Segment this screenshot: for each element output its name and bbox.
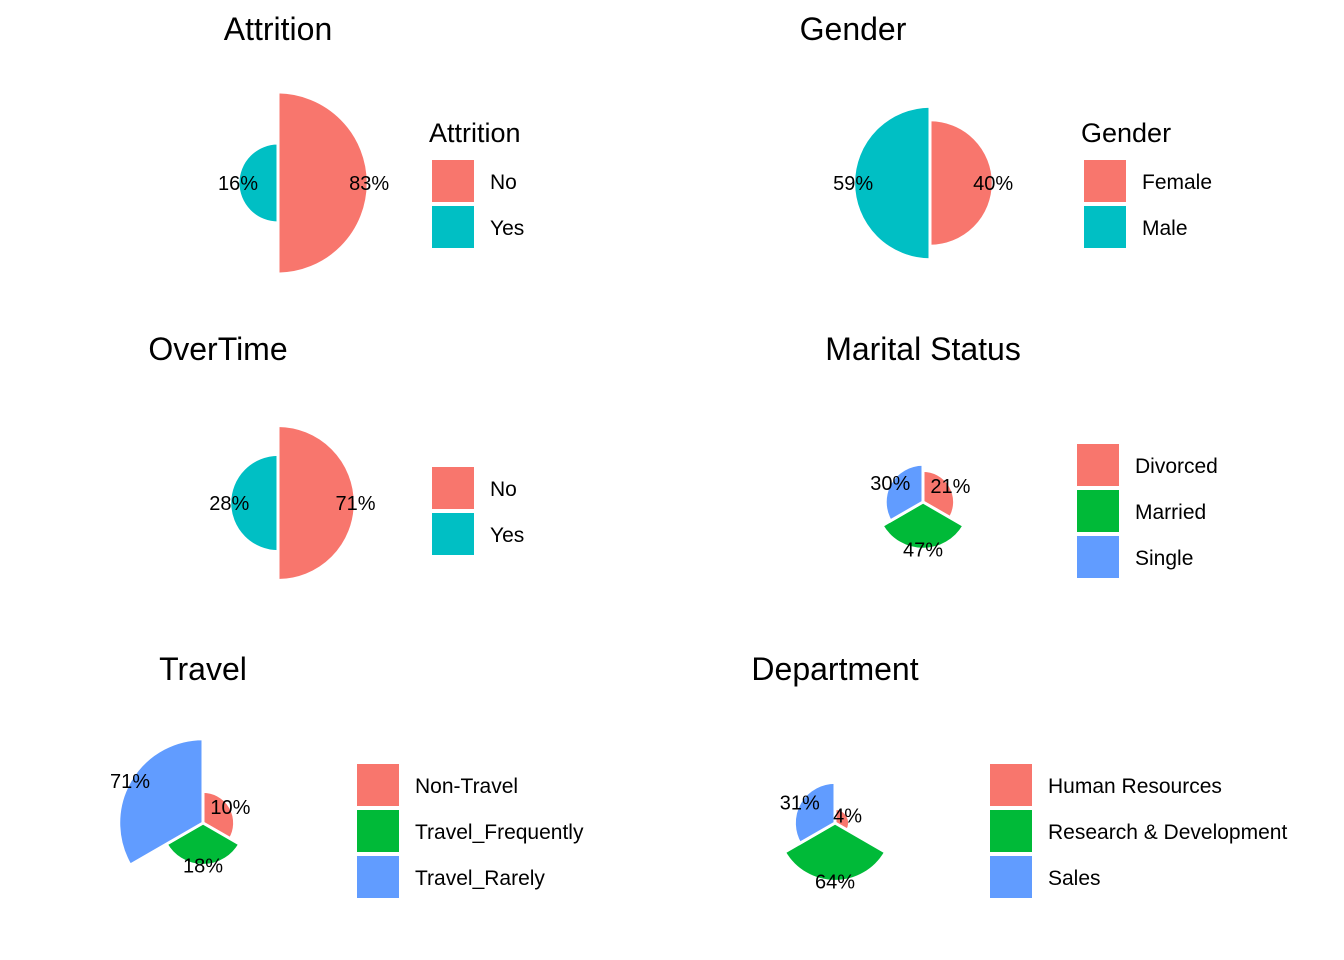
chart-department: Department 4% 64% 31% Human Resources Researc… [672, 640, 1344, 960]
slice-label-single: 30% [870, 473, 910, 495]
slice-label-non-travel: 10% [210, 797, 250, 819]
legend-label-travel-rarely: Travel_Rarely [415, 867, 545, 890]
slice-label-sales: 31% [780, 793, 820, 815]
legend-swatch-yes [432, 206, 474, 248]
chart-title: Gender [800, 11, 907, 47]
legend-label-human-resources: Human Resources [1048, 775, 1222, 798]
legend-swatch-no [432, 467, 474, 509]
legend-label-no: No [490, 478, 517, 501]
legend-label-non-travel: Non-Travel [415, 775, 518, 798]
chart-title: Travel [159, 651, 247, 687]
chart-svg: Marital Status 21% 47% 30% Divorced Married Si… [825, 331, 1218, 578]
legend-label-travel-frequently: Travel_Frequently [415, 821, 584, 844]
legend-swatch-sales [990, 856, 1032, 898]
chart-overtime: OverTime 71% 28% No Yes [0, 320, 672, 640]
legend: Gender Female Male [1081, 118, 1212, 248]
slice-label-travel-rarely: 71% [110, 771, 150, 793]
slice-label-no: 83% [349, 173, 389, 195]
slice-travel-rarely [117, 737, 205, 868]
legend: Attrition No Yes [429, 118, 524, 248]
slice-label-research-development: 64% [815, 871, 855, 893]
chart-svg: OverTime 71% 28% No Yes [148, 331, 524, 583]
legend: No Yes [432, 467, 524, 555]
legend-swatch-no [432, 160, 474, 202]
chart-attrition: Attrition 83% 16% Attrition No Yes [0, 0, 672, 320]
legend-label-yes: Yes [490, 524, 524, 547]
slice-label-male: 59% [833, 173, 873, 195]
legend-label-married: Married [1135, 501, 1206, 524]
legend-swatch-research-development [990, 810, 1032, 852]
legend-label-divorced: Divorced [1135, 455, 1218, 478]
chart-title: Marital Status [825, 331, 1021, 367]
slice-label-travel-frequently: 18% [183, 855, 223, 877]
chart-marital-status: Marital Status 21% 47% 30% Divorced Married Si… [672, 320, 1344, 640]
legend-swatch-female [1084, 160, 1126, 202]
slice-label-yes: 16% [218, 173, 258, 195]
legend-swatch-yes [432, 513, 474, 555]
slice-yes [228, 452, 280, 554]
legend-swatch-male [1084, 206, 1126, 248]
slice-no [276, 423, 357, 583]
chart-svg: Travel 10% 18% 71% Non-Travel Travel_Frequent… [110, 651, 584, 898]
slice-label-human-resources: 4% [833, 806, 862, 828]
chart-gender: Gender 40% 59% Gender Female Male [672, 0, 1344, 320]
slice-sales [792, 780, 837, 846]
legend-label-female: Female [1142, 171, 1212, 194]
chart-svg: Department 4% 64% 31% Human Resources Researc… [751, 651, 1287, 898]
slice-single [883, 462, 925, 523]
slice-label-married: 47% [903, 539, 943, 561]
chart-travel: Travel 10% 18% 71% Non-Travel Travel_Frequent… [0, 640, 672, 960]
legend-swatch-married [1077, 490, 1119, 532]
legend-label-research-development: Research & Development [1048, 821, 1287, 844]
legend-label-no: No [490, 171, 517, 194]
slice-male [852, 104, 932, 262]
legend: Non-Travel Travel_Frequently Travel_Rarely [357, 764, 584, 898]
slice-no [276, 90, 370, 276]
legend-swatch-non-travel [357, 764, 399, 806]
legend-title: Attrition [429, 118, 521, 148]
legend-swatch-travel-frequently [357, 810, 399, 852]
chart-title: Attrition [224, 11, 332, 47]
legend-swatch-human-resources [990, 764, 1032, 806]
legend-label-yes: Yes [490, 217, 524, 240]
slice-label-no: 71% [335, 493, 375, 515]
legend: Divorced Married Single [1077, 444, 1218, 578]
slice-female [928, 118, 995, 248]
legend-swatch-single [1077, 536, 1119, 578]
chart-svg: Attrition 83% 16% Attrition No Yes [218, 11, 524, 276]
legend-swatch-divorced [1077, 444, 1119, 486]
legend-label-sales: Sales [1048, 867, 1101, 890]
slice-travel-frequently [164, 821, 242, 867]
chart-title: OverTime [148, 331, 287, 367]
chart-svg: Gender 40% 59% Gender Female Male [800, 11, 1212, 262]
legend-swatch-travel-rarely [357, 856, 399, 898]
slice-label-yes: 28% [209, 493, 249, 515]
legend-label-single: Single [1135, 547, 1193, 570]
slice-yes [236, 141, 280, 225]
legend-title: Gender [1081, 118, 1171, 148]
legend: Human Resources Research & Development Sal… [990, 764, 1287, 898]
chart-title: Department [751, 651, 918, 687]
slice-label-divorced: 21% [930, 476, 970, 498]
legend-label-male: Male [1142, 217, 1188, 240]
slice-label-female: 40% [973, 173, 1013, 195]
